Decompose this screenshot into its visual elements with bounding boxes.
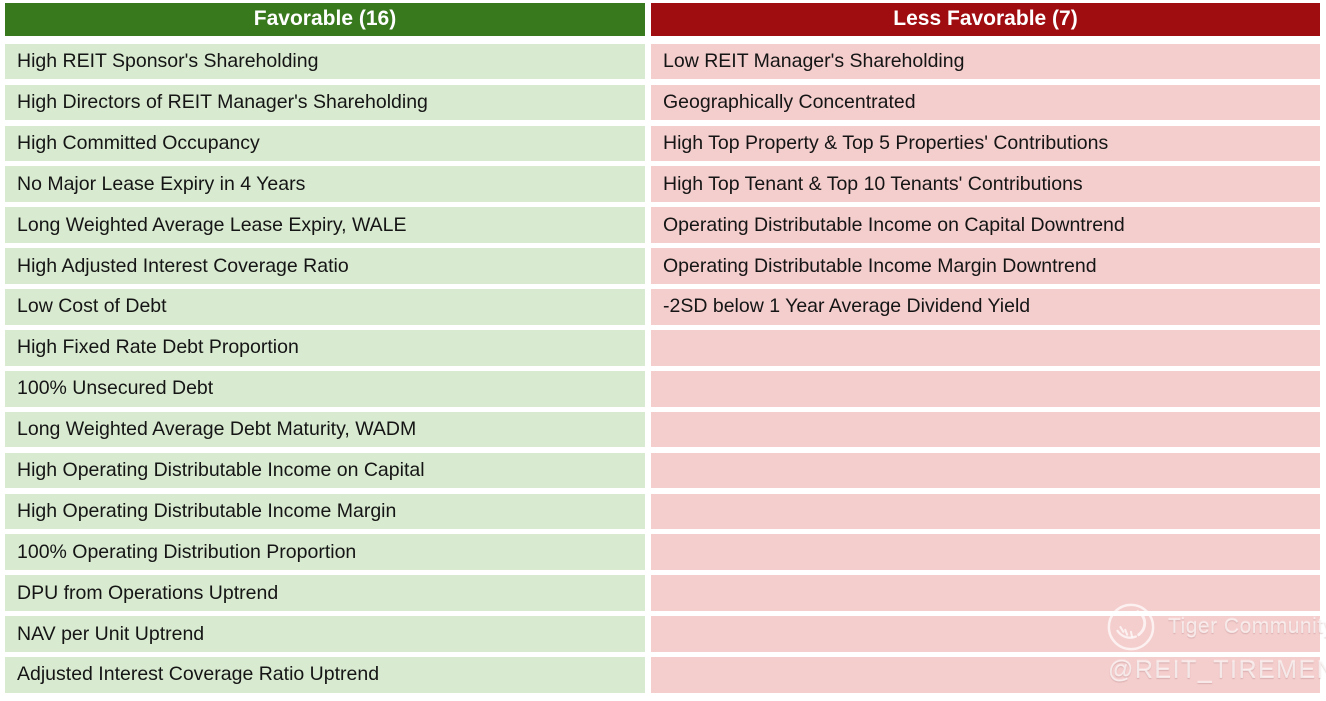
less-favorable-header: Less Favorable (7)	[651, 3, 1320, 36]
less-favorable-row-empty	[651, 329, 1320, 366]
less-favorable-row-empty	[651, 452, 1320, 489]
favorable-row: Adjusted Interest Coverage Ratio Uptrend	[5, 657, 645, 693]
favorable-row: High Operating Distributable Income on C…	[5, 452, 645, 489]
favorable-row: High Adjusted Interest Coverage Ratio	[5, 248, 645, 284]
favorable-row: 100% Unsecured Debt	[5, 370, 645, 407]
less-favorable-row: Operating Distributable Income Margin Do…	[651, 248, 1320, 284]
less-favorable-row: Operating Distributable Income on Capita…	[651, 207, 1320, 243]
less-favorable-row: -2SD below 1 Year Average Dividend Yield	[651, 289, 1320, 325]
favorable-header: Favorable (16)	[5, 3, 645, 36]
favorable-column: Favorable (16) High REIT Sponsor's Share…	[5, 3, 645, 698]
less-favorable-row: High Top Property & Top 5 Properties' Co…	[651, 125, 1320, 162]
less-favorable-row: High Top Tenant & Top 10 Tenants' Contri…	[651, 166, 1320, 203]
favorable-row: High Fixed Rate Debt Proportion	[5, 329, 645, 366]
less-favorable-row-empty	[651, 493, 1320, 530]
less-favorable-row-empty	[651, 657, 1320, 693]
favorable-row: NAV per Unit Uptrend	[5, 616, 645, 652]
less-favorable-row: Geographically Concentrated	[651, 84, 1320, 121]
favorable-row: Low Cost of Debt	[5, 289, 645, 325]
favorable-row: High Operating Distributable Income Marg…	[5, 493, 645, 530]
favorable-row: 100% Operating Distribution Proportion	[5, 534, 645, 571]
less-favorable-row-empty	[651, 411, 1320, 448]
less-favorable-column: Less Favorable (7) Low REIT Manager's Sh…	[651, 3, 1320, 698]
favorable-row: High REIT Sponsor's Shareholding	[5, 43, 645, 80]
less-favorable-row-empty	[651, 370, 1320, 407]
favorable-row: Long Weighted Average Debt Maturity, WAD…	[5, 411, 645, 448]
less-favorable-row-empty	[651, 575, 1320, 612]
less-favorable-row-empty	[651, 534, 1320, 571]
less-favorable-row: Low REIT Manager's Shareholding	[651, 43, 1320, 80]
favorable-row: High Committed Occupancy	[5, 125, 645, 162]
favorable-row: High Directors of REIT Manager's Shareho…	[5, 84, 645, 121]
favorable-row: No Major Lease Expiry in 4 Years	[5, 166, 645, 203]
favorable-row: Long Weighted Average Lease Expiry, WALE	[5, 207, 645, 243]
favorable-row: DPU from Operations Uptrend	[5, 575, 645, 612]
less-favorable-row-empty	[651, 616, 1320, 652]
